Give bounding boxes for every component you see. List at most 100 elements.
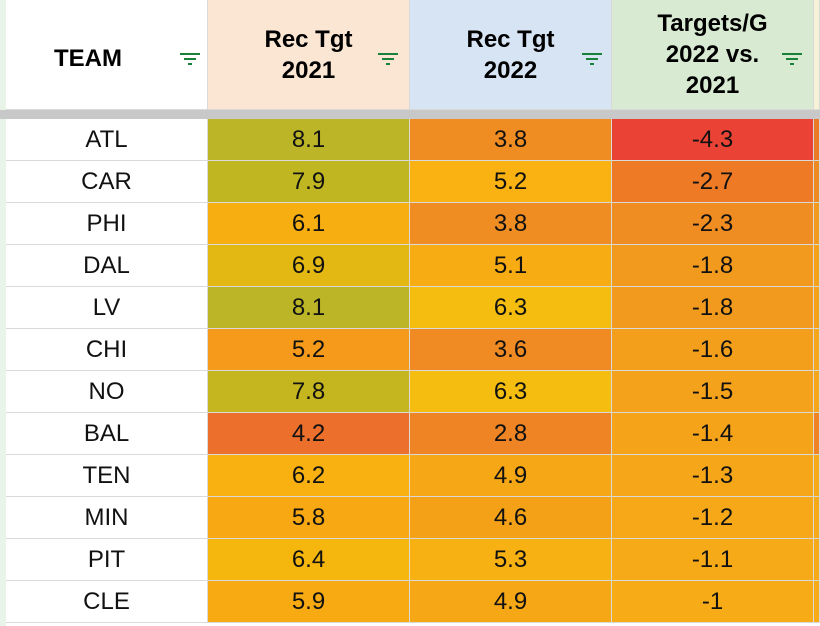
- team-cell[interactable]: PIT: [6, 539, 208, 581]
- rec-tgt-2022-cell[interactable]: 6.3: [410, 371, 612, 413]
- cell-value: TEN: [82, 461, 131, 489]
- team-cell[interactable]: LV: [6, 287, 208, 329]
- rec-tgt-2021-cell[interactable]: 6.4: [208, 539, 410, 581]
- cell-value: 5.1: [493, 251, 528, 279]
- rec-tgt-2021-cell[interactable]: 5.8: [208, 497, 410, 539]
- targets-diff-cell[interactable]: -1.4: [612, 413, 814, 455]
- next-column-cell[interactable]: [814, 497, 820, 539]
- next-column-cell[interactable]: [814, 413, 820, 455]
- targets-diff-cell[interactable]: -1.8: [612, 287, 814, 329]
- targets-diff-cell[interactable]: -1.1: [612, 539, 814, 581]
- cell-value: 6.9: [291, 251, 326, 279]
- rec-tgt-2022-cell[interactable]: 4.6: [410, 497, 612, 539]
- cell-value: CHI: [85, 335, 128, 363]
- cell-value: CAR: [81, 167, 132, 195]
- cell-value: 3.8: [493, 209, 528, 237]
- targets-diff-cell[interactable]: -1: [612, 581, 814, 623]
- team-cell[interactable]: CAR: [6, 161, 208, 203]
- rec-tgt-2022-cell[interactable]: 3.8: [410, 119, 612, 161]
- cell-value: 2.8: [493, 419, 528, 447]
- next-column-cell[interactable]: [814, 203, 820, 245]
- rec-tgt-2022-cell[interactable]: 3.8: [410, 203, 612, 245]
- targets-diff-cell[interactable]: -4.3: [612, 119, 814, 161]
- rec-tgt-2021-cell[interactable]: 6.2: [208, 455, 410, 497]
- rec-tgt-2022-cell[interactable]: 4.9: [410, 455, 612, 497]
- cell-value: ATL: [85, 125, 128, 153]
- filter-icon[interactable]: [580, 51, 604, 67]
- cell-value: -1.3: [691, 461, 734, 489]
- rec-tgt-2022-cell[interactable]: 5.1: [410, 245, 612, 287]
- targets-diff-cell[interactable]: -1.6: [612, 329, 814, 371]
- cell-value: -1.2: [691, 503, 734, 531]
- rec-tgt-2021-cell[interactable]: 8.1: [208, 287, 410, 329]
- cell-value: MIN: [84, 503, 129, 531]
- targets-diff-cell[interactable]: -1.8: [612, 245, 814, 287]
- cell-value: PIT: [87, 545, 126, 573]
- team-cell[interactable]: TEN: [6, 455, 208, 497]
- team-cell[interactable]: NO: [6, 371, 208, 413]
- column-header-targets-per-game-diff[interactable]: Targets/G 2022 vs. 2021: [612, 0, 814, 110]
- targets-diff-cell[interactable]: -2.3: [612, 203, 814, 245]
- targets-diff-cell[interactable]: -1.2: [612, 497, 814, 539]
- cell-value: 5.2: [493, 167, 528, 195]
- next-column-cell[interactable]: [814, 371, 820, 413]
- rec-tgt-2022-cell[interactable]: 4.9: [410, 581, 612, 623]
- rec-tgt-2021-cell[interactable]: 5.2: [208, 329, 410, 371]
- team-cell[interactable]: CLE: [6, 581, 208, 623]
- rec-tgt-2022-cell[interactable]: 5.3: [410, 539, 612, 581]
- next-column-cell[interactable]: [814, 119, 820, 161]
- rec-tgt-2021-cell[interactable]: 4.2: [208, 413, 410, 455]
- cell-value: 4.2: [291, 419, 326, 447]
- team-cell[interactable]: DAL: [6, 245, 208, 287]
- cell-value: NO: [88, 377, 125, 405]
- team-cell[interactable]: BAL: [6, 413, 208, 455]
- column-header-team[interactable]: TEAM: [6, 0, 208, 110]
- next-column-cell[interactable]: [814, 539, 820, 581]
- rec-tgt-2021-cell[interactable]: 7.8: [208, 371, 410, 413]
- cell-value: 6.4: [291, 545, 326, 573]
- rec-tgt-2021-cell[interactable]: 6.1: [208, 203, 410, 245]
- targets-diff-cell[interactable]: -2.7: [612, 161, 814, 203]
- column-header-rec-tgt-2021[interactable]: Rec Tgt 2021: [208, 0, 410, 110]
- next-column-cell[interactable]: [814, 455, 820, 497]
- targets-diff-cell[interactable]: -1.3: [612, 455, 814, 497]
- rec-tgt-2022-cell[interactable]: 5.2: [410, 161, 612, 203]
- column-header-rec-tgt-2022[interactable]: Rec Tgt 2022: [410, 0, 612, 110]
- column-header-label: TEAM: [54, 45, 122, 72]
- cell-value: LV: [92, 293, 121, 321]
- targets-diff-cell[interactable]: -1.5: [612, 371, 814, 413]
- rec-tgt-2022-cell[interactable]: 3.6: [410, 329, 612, 371]
- cell-value: 7.9: [291, 167, 326, 195]
- cell-value: DAL: [83, 251, 130, 279]
- rec-tgt-2021-cell[interactable]: 6.9: [208, 245, 410, 287]
- next-column-cell[interactable]: [814, 329, 820, 371]
- rec-tgt-2021-cell[interactable]: 8.1: [208, 119, 410, 161]
- team-cell[interactable]: MIN: [6, 497, 208, 539]
- column-header-next[interactable]: [814, 0, 820, 110]
- rec-tgt-2021-cell[interactable]: 7.9: [208, 161, 410, 203]
- filter-icon[interactable]: [178, 51, 202, 67]
- column-header-label: Targets/G 2022 vs. 2021: [657, 10, 768, 99]
- cell-value: 6.2: [291, 461, 326, 489]
- next-column-cell[interactable]: [814, 287, 820, 329]
- rec-tgt-2022-cell[interactable]: 6.3: [410, 287, 612, 329]
- team-cell[interactable]: CHI: [6, 329, 208, 371]
- cell-value: 6.3: [493, 293, 528, 321]
- frozen-row-divider[interactable]: [0, 110, 820, 119]
- filter-icon[interactable]: [780, 51, 804, 67]
- next-column-cell[interactable]: [814, 245, 820, 287]
- cell-value: 8.1: [291, 293, 326, 321]
- cell-value: -1.8: [691, 293, 734, 321]
- next-column-cell[interactable]: [814, 581, 820, 623]
- rec-tgt-2022-cell[interactable]: 2.8: [410, 413, 612, 455]
- rec-tgt-2021-cell[interactable]: 5.9: [208, 581, 410, 623]
- cell-value: 5.8: [291, 503, 326, 531]
- next-column-cell[interactable]: [814, 161, 820, 203]
- team-cell[interactable]: PHI: [6, 203, 208, 245]
- team-cell[interactable]: ATL: [6, 119, 208, 161]
- cell-value: -2.7: [691, 167, 734, 195]
- filter-icon[interactable]: [376, 51, 400, 67]
- cell-value: 6.3: [493, 377, 528, 405]
- cell-value: 8.1: [291, 125, 326, 153]
